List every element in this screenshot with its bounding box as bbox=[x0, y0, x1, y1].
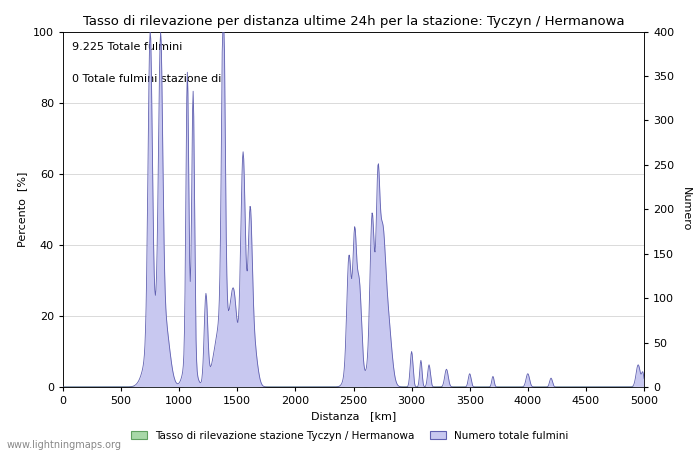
X-axis label: Distanza   [km]: Distanza [km] bbox=[311, 412, 396, 422]
Text: 0 Totale fulmini stazione di: 0 Totale fulmini stazione di bbox=[71, 74, 221, 84]
Y-axis label: Percento  [%]: Percento [%] bbox=[18, 171, 27, 247]
Y-axis label: Numero: Numero bbox=[681, 187, 691, 231]
Text: www.lightningmaps.org: www.lightningmaps.org bbox=[7, 440, 122, 450]
Legend: Tasso di rilevazione stazione Tyczyn / Hermanowa, Numero totale fulmini: Tasso di rilevazione stazione Tyczyn / H… bbox=[127, 427, 573, 445]
Title: Tasso di rilevazione per distanza ultime 24h per la stazione: Tyczyn / Hermanowa: Tasso di rilevazione per distanza ultime… bbox=[83, 14, 624, 27]
Text: 9.225 Totale fulmini: 9.225 Totale fulmini bbox=[71, 42, 182, 52]
